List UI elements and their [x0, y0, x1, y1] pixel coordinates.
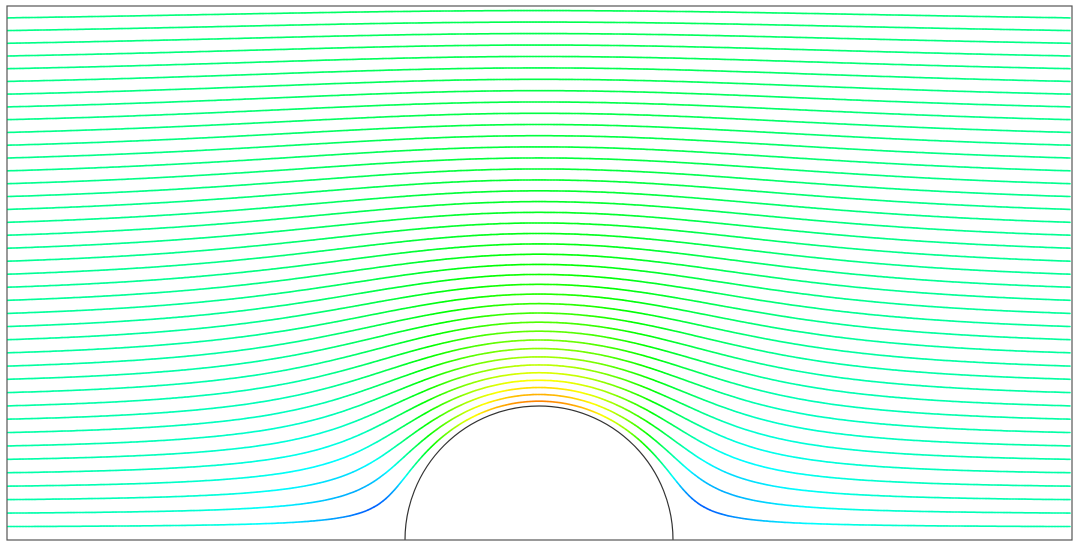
- streamline-segment: [403, 473, 408, 480]
- streamline-segment: [667, 469, 672, 476]
- streamline-segment: [670, 473, 675, 480]
- streamlines: [7, 9, 1071, 528]
- streamline-segment: [406, 469, 411, 476]
